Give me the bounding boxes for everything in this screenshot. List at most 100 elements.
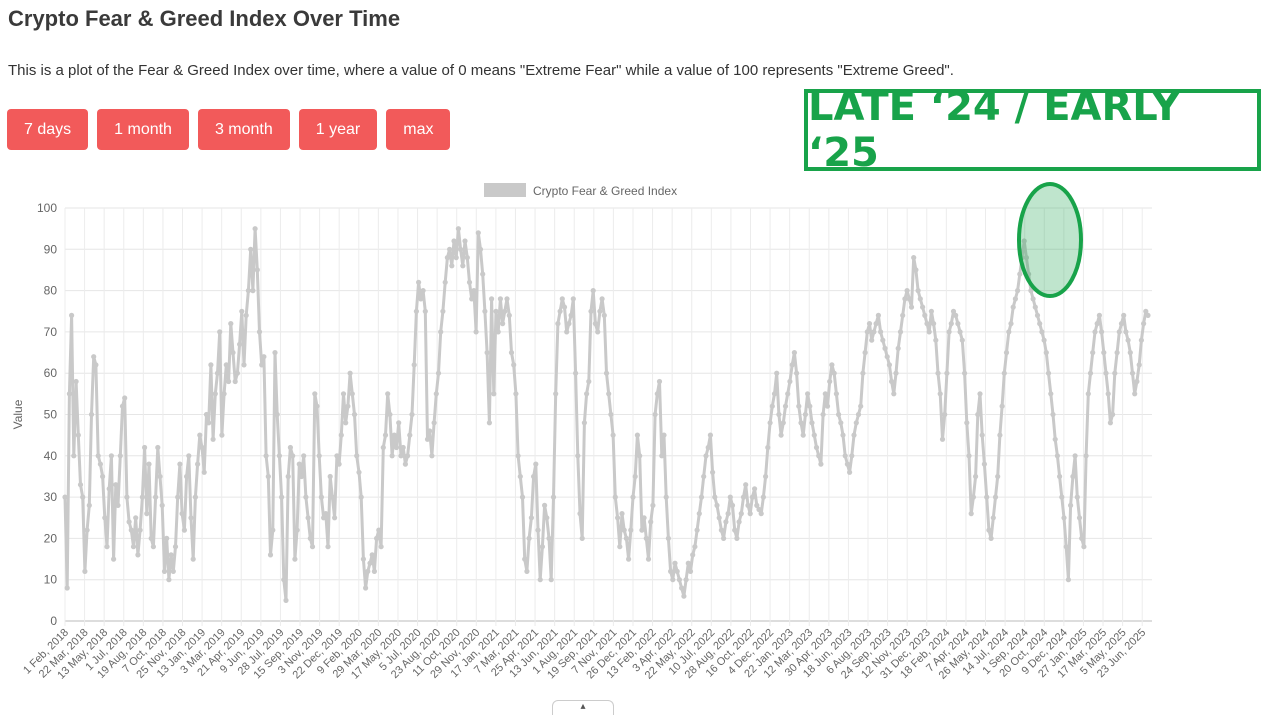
data-point	[809, 420, 815, 426]
chevron-up-icon: ▴	[580, 701, 586, 712]
data-point	[723, 519, 729, 525]
data-point	[681, 593, 687, 599]
scroll-up-tab[interactable]: ▴	[552, 700, 614, 715]
y-tick-label: 50	[44, 408, 58, 422]
data-point	[369, 552, 375, 558]
data-point	[791, 350, 798, 356]
y-tick-label: 80	[44, 284, 58, 298]
data-point	[1057, 473, 1063, 480]
data-point	[407, 432, 413, 438]
data-point	[146, 461, 152, 467]
data-point	[323, 511, 329, 517]
data-point	[637, 453, 643, 459]
data-point	[999, 403, 1005, 409]
data-point	[531, 473, 537, 480]
data-point	[402, 461, 408, 467]
data-point	[504, 296, 510, 302]
data-point	[911, 255, 917, 261]
data-point	[659, 453, 665, 459]
data-point	[630, 494, 636, 500]
data-point	[601, 312, 607, 318]
data-point	[904, 288, 910, 294]
data-point	[559, 296, 565, 302]
range-7-days-button[interactable]: 7 days	[7, 109, 89, 150]
data-point	[1039, 329, 1045, 335]
data-point	[665, 535, 672, 541]
data-point	[774, 370, 780, 376]
data-point	[327, 473, 333, 480]
data-point	[1021, 238, 1027, 244]
data-point	[749, 494, 756, 500]
data-point	[597, 308, 603, 314]
data-point	[736, 519, 742, 525]
data-point	[990, 515, 996, 521]
data-point	[455, 226, 461, 232]
data-point	[692, 544, 698, 550]
data-point	[1068, 502, 1074, 508]
data-point	[831, 370, 837, 376]
y-tick-label: 10	[44, 573, 58, 587]
data-point	[568, 312, 574, 318]
data-point	[827, 378, 833, 385]
data-point	[276, 453, 282, 459]
data-point	[935, 370, 941, 376]
data-point	[1083, 453, 1089, 459]
range-1-year-button[interactable]: 1 year	[298, 109, 378, 150]
data-point	[438, 329, 444, 335]
data-point	[769, 403, 775, 409]
data-point	[917, 296, 923, 302]
data-point	[371, 568, 377, 574]
data-point	[77, 482, 84, 488]
data-point	[924, 321, 930, 327]
data-point	[1081, 544, 1087, 550]
data-point	[1129, 370, 1136, 376]
data-point	[329, 494, 335, 500]
data-point	[716, 515, 722, 521]
data-point	[718, 527, 725, 533]
data-point	[584, 391, 590, 397]
data-point	[473, 329, 479, 335]
data-point	[617, 544, 623, 550]
data-point	[802, 411, 809, 418]
data-point	[519, 494, 526, 500]
data-point	[875, 312, 882, 318]
data-point	[959, 337, 965, 343]
range-3-month-button[interactable]: 3 month	[197, 109, 290, 150]
data-point	[356, 469, 362, 475]
data-point	[1125, 337, 1131, 343]
data-point	[108, 453, 114, 459]
data-point	[192, 494, 198, 500]
data-point	[1072, 453, 1078, 459]
data-point	[1059, 494, 1065, 500]
data-point	[1023, 255, 1029, 261]
data-point	[500, 321, 506, 327]
data-point	[880, 337, 886, 343]
data-point	[672, 560, 678, 566]
data-point	[586, 378, 592, 385]
data-point	[573, 370, 579, 376]
data-point	[267, 552, 274, 558]
data-point	[798, 420, 804, 426]
data-point	[765, 444, 771, 451]
data-point	[172, 544, 179, 550]
data-point	[654, 391, 660, 397]
data-point	[245, 288, 251, 294]
range-1-month-button[interactable]: 1 month	[97, 109, 189, 150]
data-point	[979, 432, 985, 438]
data-point	[234, 370, 240, 376]
range-max-button[interactable]: max	[386, 109, 451, 150]
data-point	[740, 494, 747, 500]
data-point	[758, 511, 764, 517]
data-point	[367, 560, 373, 566]
data-point	[100, 473, 106, 480]
data-point	[674, 568, 680, 574]
data-point	[683, 577, 689, 583]
data-point	[705, 444, 711, 451]
data-point	[1101, 350, 1107, 356]
highlight-ellipse	[1017, 182, 1083, 298]
data-point	[663, 494, 669, 500]
data-point	[962, 370, 968, 376]
data-point	[97, 461, 103, 467]
data-point	[902, 296, 908, 302]
data-point	[1092, 329, 1098, 335]
